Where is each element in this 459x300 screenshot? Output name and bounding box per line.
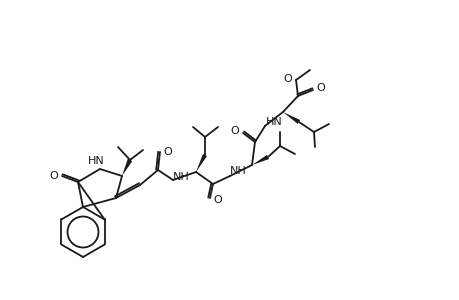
- Text: O: O: [316, 83, 325, 93]
- Text: O: O: [213, 195, 222, 205]
- Polygon shape: [282, 112, 300, 124]
- Text: O: O: [163, 147, 172, 157]
- Text: HN: HN: [265, 117, 282, 127]
- Text: NH: NH: [229, 166, 246, 176]
- Text: HN: HN: [87, 156, 104, 166]
- Polygon shape: [196, 154, 207, 172]
- Polygon shape: [122, 159, 132, 176]
- Text: O: O: [283, 74, 292, 84]
- Text: O: O: [230, 126, 239, 136]
- Polygon shape: [252, 155, 269, 165]
- Text: O: O: [50, 171, 58, 181]
- Text: NH: NH: [172, 172, 189, 182]
